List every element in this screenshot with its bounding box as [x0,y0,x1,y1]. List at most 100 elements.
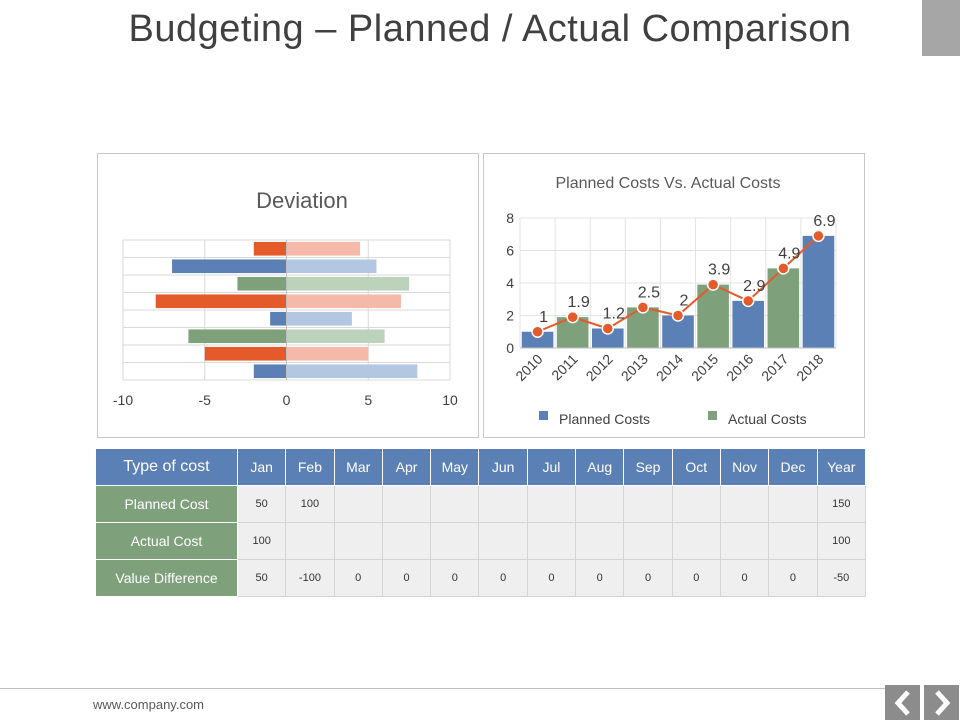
pc-line-point [601,322,615,335]
cost-table: Type of cost Jan Feb Mar Apr May Jun Jul Aug Sep… [95,448,867,597]
pc-data-label: 4.9 [778,245,800,262]
table-cell [381,522,432,560]
table-cell: 100 [816,522,867,560]
table-header-type: Type of cost [95,448,238,486]
deviation-bar [237,276,287,291]
pc-bar [732,300,765,348]
deviation-bar [286,241,361,256]
previous-slide-button[interactable] [885,685,920,720]
table-cell [575,522,625,560]
table-cell [478,522,528,560]
table-header-month: May [430,448,480,486]
table-cell: 0 [526,559,577,597]
table-header-month: Nov [719,448,770,486]
table-cell [671,522,721,560]
table-cell [623,522,673,560]
pc-legend-label: Actual Costs [728,411,807,427]
table-cell [478,485,528,523]
pc-x-tick: 2012 [583,351,616,384]
pc-bar [591,328,624,348]
pc-bar [767,268,800,348]
deviation-bar [155,294,287,309]
pc-data-label: 1.9 [568,294,590,311]
table-cell [430,485,480,523]
pc-legend-swatch [539,411,548,420]
table-cell [526,485,577,523]
table-cell: 50 [236,559,287,597]
table-row-label: Planned Cost [95,485,238,523]
deviation-bar [253,364,287,379]
table-header-month: Feb [285,448,335,486]
table-cell [381,485,432,523]
deviation-chart-panel: Deviation -10 -5 0 5 10 [97,153,479,438]
table-cell: 0 [623,559,673,597]
table-header-month: Year [816,448,867,486]
deviation-bar [270,311,287,326]
table-cell: 0 [430,559,480,597]
table-cell [719,485,770,523]
deviation-bar [253,241,287,256]
deviation-bar [172,259,287,274]
table-cell: 50 [236,485,287,523]
deviation-bar [204,346,287,361]
table-cell [671,485,721,523]
pc-legend-swatch [708,411,717,420]
page-title: Budgeting – Planned / Actual Comparison [128,8,852,50]
deviation-x-tick: -5 [199,392,212,408]
pc-line-point [812,229,825,243]
table-cell: 150 [816,485,867,523]
table-row-label: Actual Cost [95,522,238,560]
planned-actual-chart: Planned Costs Vs. Actual Costs 0 2 4 6 8 1 1.9 1… [506,175,837,427]
pc-legend-label: Planned Costs [559,411,650,427]
deviation-bar [286,294,401,309]
pc-line-point [531,325,544,338]
table-row-label: Value Difference [95,559,238,597]
footer-divider [0,688,885,689]
table-cell [285,522,335,560]
pc-line-point [636,301,650,314]
table-cell [526,522,577,560]
chevron-left-icon [894,689,910,716]
pc-line-point [741,294,755,308]
deviation-x-tick: 10 [442,392,458,408]
corner-decoration [922,0,960,56]
table-cell [768,485,818,523]
pc-line-point [706,278,720,291]
table-row: Value Difference 50 -100 0 0 0 0 0 0 0 0 0 0 -50 [95,559,867,597]
pc-x-tick: 2014 [653,351,686,384]
deviation-bar [286,329,385,344]
deviation-bar [188,329,287,344]
table-header-month: Jan [236,448,287,486]
table-cell: 100 [236,522,287,560]
pc-x-tick: 2010 [512,351,545,384]
table-cell [333,485,383,523]
pc-line-point [777,262,790,275]
table-header-month: Mar [333,448,383,486]
table-header-month: Apr [381,448,432,486]
pc-x-tick: 2017 [758,351,791,384]
pc-data-label: 1.2 [603,306,625,323]
table-cell [623,485,673,523]
pc-y-tick: 0 [506,340,514,356]
planned-actual-title: Planned Costs Vs. Actual Costs [556,175,781,192]
chevron-right-icon [934,689,950,716]
pc-x-tick: 2013 [618,351,651,384]
table-cell: -50 [816,559,867,597]
pc-x-tick: 2016 [723,351,756,384]
deviation-chart: Deviation -10 -5 0 5 10 [113,188,458,408]
table-cell: 0 [768,559,818,597]
pc-data-label: 1 [539,309,548,326]
next-slide-button[interactable] [924,685,959,720]
pc-data-label: 2 [680,293,689,310]
pc-x-tick: 2015 [688,351,721,384]
deviation-title: Deviation [256,188,348,213]
pc-x-tick: 2011 [548,351,581,384]
table-cell: 0 [671,559,721,597]
table-header-month: Jun [478,448,528,486]
table-header-month: Oct [671,448,721,486]
pc-data-label: 2.9 [743,278,765,295]
table-cell: 0 [333,559,383,597]
pc-line-point [566,310,579,324]
deviation-x-tick: 5 [364,392,372,408]
table-cell: -100 [285,559,335,597]
